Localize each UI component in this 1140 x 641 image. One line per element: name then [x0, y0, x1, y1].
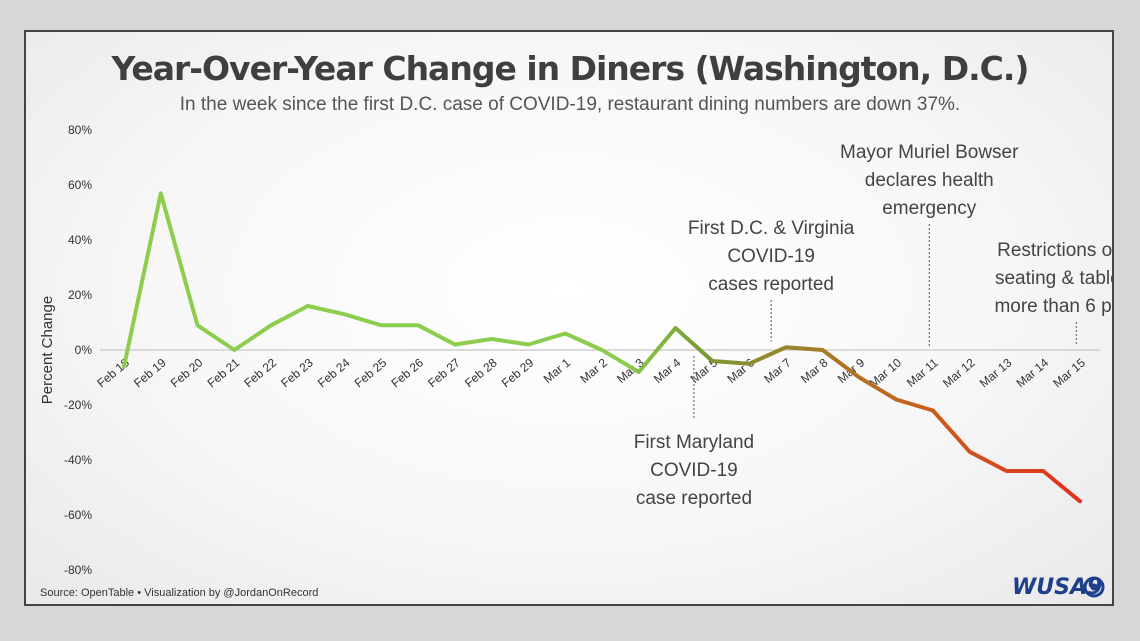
data-point	[820, 348, 824, 352]
x-tick-label: Feb 27	[425, 355, 463, 390]
data-point	[453, 342, 457, 346]
x-tick-label: Feb 29	[499, 355, 537, 390]
y-tick-label: -80%	[64, 563, 92, 577]
annotations: First Maryland COVID-19 case reported First…	[634, 142, 1114, 509]
x-tick-label: Feb 26	[388, 355, 426, 390]
chart-title: Year-Over-Year Change in Diners (Washing…	[111, 49, 1029, 88]
x-tick-label: Feb 20	[168, 355, 206, 390]
cbs-eye-pupil	[1090, 583, 1098, 591]
data-points	[122, 191, 1082, 503]
chart-subtitle: In the week since the first D.C. case of…	[180, 94, 960, 115]
x-tick-label: Feb 23	[278, 355, 316, 390]
data-point	[857, 375, 861, 379]
y-ticks: 80% 60% 40% 20% 0% -20% -40% -60% -80%	[64, 123, 92, 577]
annotation-text: Mayor Muriel Bowser declares health emerge…	[840, 142, 1019, 219]
wusa9-logo: WUSA9	[1012, 575, 1105, 600]
cbs-eye-icon	[1083, 576, 1105, 598]
data-point	[1041, 469, 1045, 473]
x-tick-label: Mar 6	[724, 355, 757, 386]
x-tick-label: Mar 13	[977, 355, 1015, 390]
data-point	[1004, 469, 1008, 473]
data-point	[894, 397, 898, 401]
data-point	[306, 304, 310, 308]
data-point	[784, 345, 788, 349]
data-point	[710, 359, 714, 363]
data-point	[159, 191, 163, 195]
data-point	[122, 364, 126, 368]
series-line	[122, 191, 1082, 504]
data-point	[416, 323, 420, 327]
x-tick-label: Mar 8	[798, 355, 831, 386]
data-point	[342, 312, 346, 316]
data-point	[526, 342, 530, 346]
x-ticks: Feb 18 Feb 19 Feb 20 Feb 21 Feb 22 Feb 23 Feb …	[94, 355, 1088, 390]
line-chart: Year-Over-Year Change in Diners (Washing…	[39, 49, 1114, 600]
y-axis-label: Percent Change	[39, 296, 56, 404]
y-tick-label: -60%	[64, 508, 92, 522]
x-tick-label: Mar 7	[761, 355, 794, 386]
annotation-text: First Maryland COVID-19 case reported	[634, 432, 754, 509]
data-point	[563, 331, 567, 335]
data-point	[489, 337, 493, 341]
x-tick-label: Mar 11	[904, 355, 941, 389]
x-tick-label: Feb 28	[462, 355, 500, 390]
x-tick-label: Feb 21	[205, 355, 243, 390]
x-tick-label: Mar 15	[1050, 355, 1088, 390]
x-tick-label: Mar 2	[577, 355, 610, 386]
x-tick-label: Feb 19	[131, 355, 169, 390]
x-tick-label: Feb 22	[241, 355, 279, 390]
y-tick-label: 60%	[68, 178, 92, 192]
data-point	[967, 450, 971, 454]
data-point	[379, 323, 383, 327]
data-point	[637, 370, 641, 374]
x-tick-label: Mar 4	[651, 355, 684, 386]
x-tick-label: Mar 14	[1014, 355, 1052, 390]
x-tick-label: Mar 12	[940, 355, 978, 390]
y-tick-label: -20%	[64, 398, 92, 412]
y-tick-label: 0%	[75, 343, 93, 357]
data-point	[931, 408, 935, 412]
annotation-text: Restrictions on barseating & tables form…	[994, 240, 1114, 317]
data-point	[1078, 499, 1082, 503]
data-point	[195, 323, 199, 327]
x-tick-label: Feb 25	[352, 355, 390, 390]
y-tick-label: 80%	[68, 123, 92, 137]
data-point	[232, 348, 236, 352]
annotation-text: First D.C. & Virginia COVID-19 cases repor…	[688, 218, 855, 295]
y-tick-label: -40%	[64, 453, 92, 467]
y-tick-label: 20%	[68, 288, 92, 302]
data-point	[747, 362, 751, 366]
data-point	[600, 348, 604, 352]
x-tick-label: Mar 1	[541, 355, 574, 386]
y-tick-label: 40%	[68, 233, 92, 247]
chart-frame: Year-Over-Year Change in Diners (Washing…	[24, 30, 1114, 606]
data-point	[673, 326, 677, 330]
x-tick-label: Feb 24	[315, 355, 353, 390]
data-point	[269, 323, 273, 327]
source-note: Source: OpenTable • Visualization by @Jo…	[40, 587, 318, 599]
